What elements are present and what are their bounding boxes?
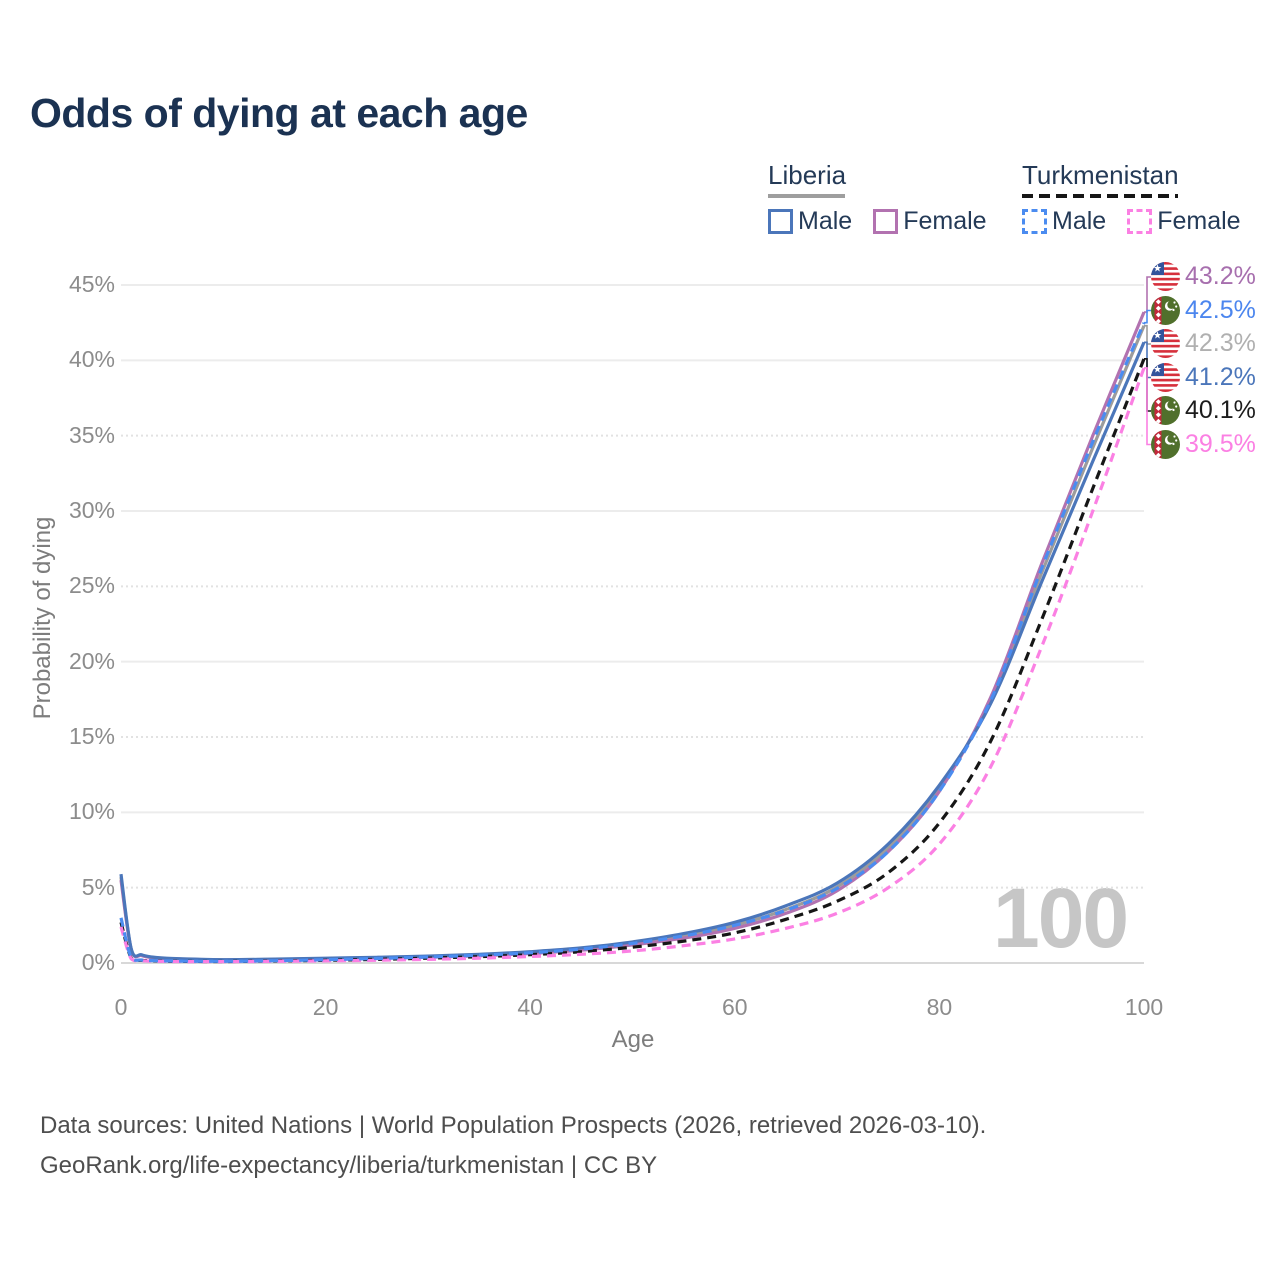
endpoint-connector [1144, 324, 1151, 345]
y-tick-label-30: 30% [68, 497, 115, 523]
legend-swatch-icon [768, 209, 793, 234]
series-line-liberia-female[interactable] [119, 311, 1146, 962]
endpoint-value: 40.1% [1185, 396, 1256, 424]
svg-text:★: ★ [1153, 364, 1162, 375]
series-line-liberia-both-sexes[interactable] [119, 325, 1146, 962]
endpoint-label-liberia-male: ★ 41.2% [1151, 362, 1256, 392]
legend-item-label: Male [1052, 207, 1107, 235]
y-tick-label-45: 45% [68, 271, 115, 297]
svg-text:★: ★ [1153, 331, 1162, 342]
endpoint-connector [1144, 367, 1151, 446]
y-tick-label-25: 25% [68, 572, 115, 599]
endpoint-label-turkmenistan-female: 39.5% [1151, 429, 1256, 459]
legend-item-label: Male [798, 207, 853, 235]
x-tick-label-40: 40 [517, 994, 543, 1020]
endpoint-value: 41.2% [1185, 362, 1256, 391]
y-tick-label-35: 35% [68, 421, 115, 448]
endpoint-label-turkmenistan-male: 42.5% [1151, 295, 1256, 325]
turkmenistan-flag-icon [1151, 396, 1180, 425]
legend-underline-solid [768, 194, 845, 198]
series-line-turkmenistan-male[interactable] [119, 322, 1146, 963]
footer: Data sources: United Nations | World Pop… [40, 1106, 986, 1186]
y-axis-title: Probability of dying [29, 516, 56, 720]
svg-text:★: ★ [1153, 264, 1162, 275]
y-tick-label-15: 15% [68, 723, 115, 749]
legend-item-label: Female [1157, 207, 1241, 235]
legend-item-liberia-male[interactable]: Male [768, 207, 852, 236]
legend-swatch-icon [1127, 209, 1153, 234]
y-tick-label-20: 20% [68, 647, 115, 674]
series-line-turkmenistan-both-sexes[interactable] [119, 358, 1146, 964]
liberia-flag-icon: ★ [1151, 329, 1180, 358]
legend-swatch-icon [873, 209, 899, 234]
legend-item-turkmenistan-male[interactable]: Male [1022, 207, 1106, 236]
legend-country-label: Liberia [768, 160, 847, 190]
legend-country-label: Turkmenistan [1022, 160, 1179, 190]
x-tick-label-0: 0 [114, 994, 128, 1020]
legend-group-liberia: Liberia Male Female [768, 160, 1003, 236]
endpoint-connector [1144, 309, 1151, 324]
endpoint-connector [1144, 276, 1151, 313]
y-tick-label-0: 0% [81, 949, 115, 975]
endpoint-label-liberia-both-sexes: ★ 42.3% [1151, 329, 1256, 358]
endpoint-label-turkmenistan-both-sexes: 40.1% [1151, 396, 1256, 425]
series-line-turkmenistan-female[interactable] [119, 367, 1146, 964]
legend-underline-dashed [1022, 194, 1178, 198]
endpoint-value: 42.5% [1185, 295, 1256, 324]
page-title: Odds of dying at each age [30, 90, 528, 136]
y-tick-label-5: 5% [81, 873, 115, 900]
attribution-line: GeoRank.org/life-expectancy/liberia/turk… [40, 1152, 658, 1179]
endpoint-value: 42.3% [1185, 329, 1256, 357]
liberia-flag-icon: ★ [1151, 362, 1180, 392]
y-tick-label-40: 40% [68, 346, 115, 373]
y-tick-label-10: 10% [68, 798, 115, 825]
endpoint-value: 39.5% [1185, 429, 1256, 458]
x-tick-label-100: 100 [1124, 994, 1164, 1020]
turkmenistan-flag-icon [1151, 429, 1180, 459]
legend-item-turkmenistan-female[interactable]: Female [1127, 207, 1241, 236]
legend-item-liberia-female[interactable]: Female [873, 207, 987, 236]
legend-group-turkmenistan: Turkmenistan Male Female [1022, 160, 1257, 236]
x-tick-label-80: 80 [926, 994, 953, 1020]
x-tick-label-60: 60 [722, 994, 748, 1020]
legend-swatch-icon [1022, 209, 1047, 234]
x-axis-title: Age [611, 1026, 655, 1053]
data-sources-line: Data sources: United Nations | World Pop… [40, 1112, 987, 1139]
legend-item-label: Female [903, 207, 987, 235]
x-tick-label-20: 20 [312, 994, 339, 1020]
endpoint-value: 43.2% [1185, 262, 1256, 290]
turkmenistan-flag-icon [1151, 295, 1180, 325]
endpoint-label-liberia-female: ★ 43.2% [1151, 262, 1256, 291]
liberia-flag-icon: ★ [1151, 262, 1180, 291]
